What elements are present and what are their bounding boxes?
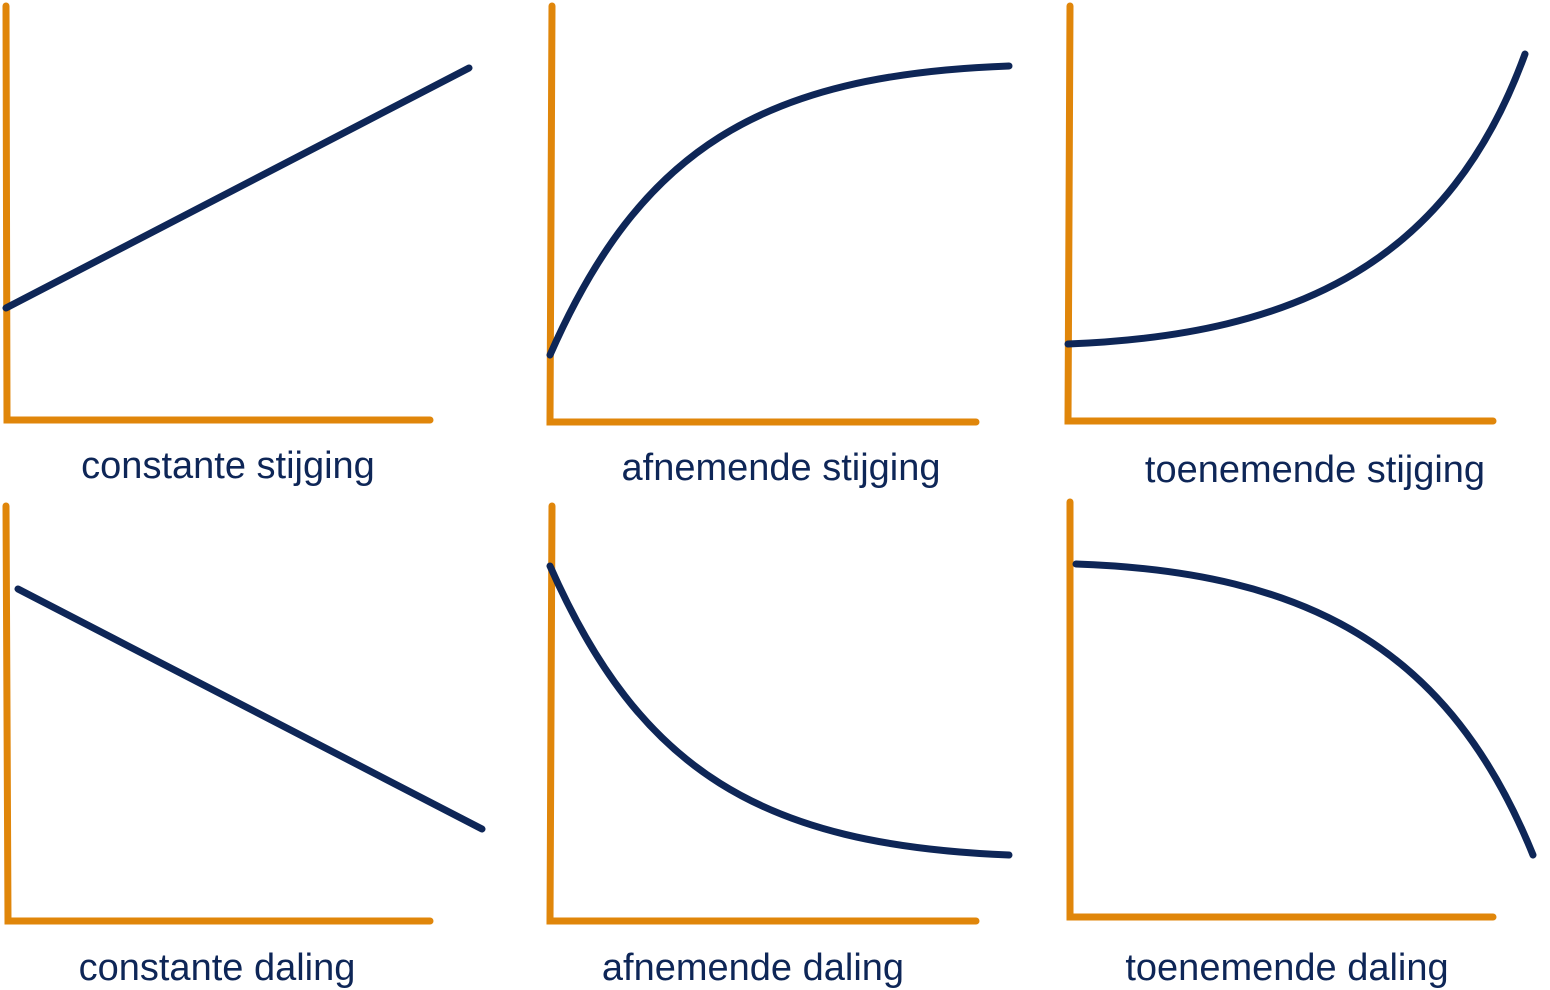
curve-decreasing-rise	[546, 62, 1013, 359]
curve-decreasing-fall	[546, 562, 1013, 859]
caption-constant-rise: constante stijging	[81, 445, 375, 487]
curve-increasing-rise	[1064, 50, 1529, 348]
curve-constant-rise	[2, 64, 473, 312]
panel-constant-fall: constante daling	[2, 502, 486, 989]
panel-increasing-fall: toenemende daling	[1066, 498, 1537, 989]
panel-constant-rise: constante stijging	[2, 2, 473, 487]
axes	[546, 2, 980, 426]
curve-constant-fall	[14, 585, 486, 833]
curve-increasing-fall	[1072, 560, 1537, 859]
axes	[2, 2, 434, 424]
caption-decreasing-fall: afnemende daling	[602, 947, 904, 989]
panel-decreasing-fall: afnemende daling	[546, 502, 1013, 989]
caption-decreasing-rise: afnemende stijging	[622, 447, 941, 489]
axes	[546, 502, 980, 925]
panel-decreasing-rise: afnemende stijging	[546, 2, 1013, 489]
axes	[1066, 498, 1497, 921]
axes	[2, 502, 434, 925]
caption-increasing-rise: toenemende stijging	[1145, 449, 1485, 491]
caption-increasing-fall: toenemende daling	[1125, 947, 1448, 989]
axes	[1064, 2, 1497, 425]
caption-constant-fall: constante daling	[79, 947, 356, 989]
panel-increasing-rise: toenemende stijging	[1064, 2, 1529, 491]
